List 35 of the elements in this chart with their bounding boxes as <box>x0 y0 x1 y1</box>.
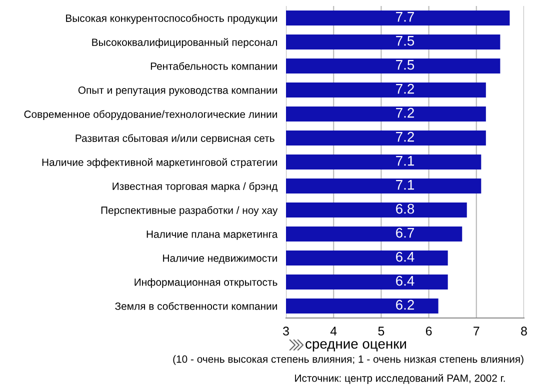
y-tick-label: Перспективные разработки / ноу хау <box>101 206 278 216</box>
y-tick-label: Земля в собственности компании <box>115 302 277 310</box>
y-tick-label: Известная торговая марка / брэнд <box>112 182 278 192</box>
data-label: 7.2 <box>396 108 414 118</box>
data-label: 7.2 <box>396 84 414 94</box>
data-label: 7.7 <box>396 12 414 22</box>
y-tick-label: Современное оборудование/технологические линии <box>24 110 277 120</box>
y-tick-label: Развитая сбытовая и/или сервисная сеть <box>76 134 274 144</box>
y-tick-label: Высококвалифицированный персонал <box>92 38 277 48</box>
data-label: 7.1 <box>396 156 414 166</box>
y-tick-label: Информационная открытость <box>134 278 278 288</box>
text: (10 - очень высокая степень влияния; 1 - очень низкая степень влияния) <box>173 355 524 365</box>
data-label: 7.5 <box>396 36 414 46</box>
data-label: 7.2 <box>396 132 414 142</box>
y-tick-label: Опыт и репутация руководства компании <box>78 86 277 96</box>
y-tick-label: Рентабельность компании <box>150 62 277 70</box>
y-tick-label: Наличие плана маркетинга <box>146 230 278 240</box>
data-label: 6.4 <box>396 276 414 286</box>
data-label: 6.2 <box>396 300 414 310</box>
x-tick-label: 8 <box>521 326 527 336</box>
text: Источник: центр исследований РАМ, 2002 г. <box>295 374 505 384</box>
x-tick-label: 5 <box>378 326 384 336</box>
data-label: 6.8 <box>396 204 414 214</box>
data-label: 6.7 <box>396 228 414 238</box>
x-axis-title: средние оценки <box>306 341 406 352</box>
x-tick-label: 7 <box>474 326 480 336</box>
x-tick-label: 3 <box>283 326 289 336</box>
y-tick-label: Наличие недвижимости <box>163 254 277 264</box>
data-label: 7.1 <box>396 180 414 190</box>
data-label: 7.5 <box>396 60 414 70</box>
x-tick-label: 4 <box>330 326 337 336</box>
x-tick-label: 6 <box>426 326 432 336</box>
y-tick-label: Высокая конкурентоспособность продукции <box>66 14 277 24</box>
data-label: 6.4 <box>396 252 414 262</box>
y-tick-label: Наличие эффективной маркетинговой стратегии <box>42 158 277 168</box>
